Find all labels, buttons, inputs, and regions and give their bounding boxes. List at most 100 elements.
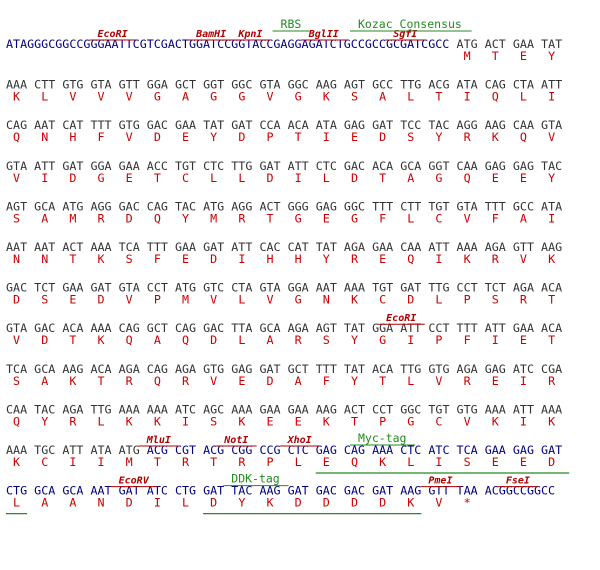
- amino-acid: D: [407, 293, 414, 307]
- amino-acid: N: [323, 293, 330, 307]
- codon: GTG: [62, 78, 83, 92]
- codon: GAA: [175, 240, 196, 254]
- amino-acid: S: [351, 90, 358, 104]
- codon: AGT: [344, 78, 365, 92]
- amino-acid: T: [379, 374, 386, 388]
- amino-acid: I: [464, 90, 471, 104]
- amino-acid: D: [238, 130, 245, 144]
- amino-acid: K: [323, 90, 330, 104]
- amino-acid: V: [464, 211, 471, 225]
- codon: GAG: [316, 443, 337, 457]
- codon: GGT: [428, 159, 449, 173]
- codon: ACA: [541, 321, 562, 335]
- amino-acid: T: [351, 414, 358, 428]
- codon: ATA: [90, 443, 111, 457]
- amino-acid: P: [464, 293, 471, 307]
- codon: GTA: [119, 281, 140, 295]
- codon: AGT: [316, 321, 337, 335]
- codon: CCT: [457, 281, 478, 295]
- amino-acid: D: [266, 374, 273, 388]
- amino-acid: E: [182, 130, 189, 144]
- codon: ATA: [457, 78, 478, 92]
- amino-acid: L: [407, 211, 414, 225]
- amino-acid: K: [548, 414, 555, 428]
- codon: GAA: [62, 281, 83, 295]
- codon: TCA: [119, 240, 140, 254]
- amino-acid: *: [464, 496, 471, 510]
- codon: GTT: [513, 240, 534, 254]
- amino-acid: K: [351, 293, 358, 307]
- amino-acid: T: [435, 90, 442, 104]
- amino-acid: T: [98, 374, 105, 388]
- codon: GAC: [147, 118, 168, 132]
- amino-acid: P: [266, 130, 273, 144]
- codon: GAA: [485, 443, 506, 457]
- codon: GAG: [485, 362, 506, 376]
- codon: TCT: [34, 281, 55, 295]
- codon: AGA: [457, 362, 478, 376]
- amino-acid: Q: [520, 130, 527, 144]
- codon: AAA: [541, 402, 562, 416]
- amino-acid: I: [182, 414, 189, 428]
- amino-acid: S: [13, 211, 20, 225]
- codon: GAA: [119, 159, 140, 173]
- amino-acid: C: [41, 455, 48, 469]
- codon: GTT: [119, 78, 140, 92]
- amino-acid: Y: [182, 211, 189, 225]
- codon: AGA: [288, 321, 309, 335]
- amino-acid: K: [154, 414, 161, 428]
- codon: ACA: [372, 362, 393, 376]
- codon: CAG: [175, 321, 196, 335]
- codon: TAC: [175, 199, 196, 213]
- enzyme-site: NotI: [223, 435, 248, 446]
- amino-acid: D: [379, 130, 386, 144]
- codon: ATA: [316, 118, 337, 132]
- codon: AAT: [6, 240, 27, 254]
- codon: ACC: [147, 159, 168, 173]
- codon: AAA: [147, 402, 168, 416]
- amino-acid: L: [407, 90, 414, 104]
- codon: GGC: [231, 78, 252, 92]
- amino-acid: S: [41, 293, 48, 307]
- amino-acid: Q: [464, 171, 471, 185]
- codon: TAT: [203, 118, 224, 132]
- codon: GCT: [175, 78, 196, 92]
- amino-acid: G: [351, 211, 358, 225]
- codon: TTT: [147, 240, 168, 254]
- amino-acid: I: [238, 252, 245, 266]
- codon: GCC: [372, 78, 393, 92]
- enzyme-site: EcoRI: [386, 313, 416, 324]
- amino-acid: F: [154, 252, 161, 266]
- codon: AAG: [316, 78, 337, 92]
- enzyme-site: EcoRV: [119, 476, 150, 487]
- amino-acid: K: [407, 496, 414, 510]
- codon: GCT: [147, 321, 168, 335]
- enzyme-site: BglII: [308, 29, 339, 40]
- amino-acid: G: [295, 211, 302, 225]
- amino-acid: A: [379, 90, 386, 104]
- amino-acid: T: [295, 130, 302, 144]
- codon: AAA: [119, 402, 140, 416]
- codon: CTG: [175, 484, 196, 498]
- amino-acid: M: [464, 49, 471, 63]
- codon: AGA: [62, 402, 83, 416]
- amino-acid: K: [379, 455, 386, 469]
- amino-acid: L: [98, 414, 105, 428]
- amino-acid: I: [295, 171, 302, 185]
- codon: CGA: [541, 362, 562, 376]
- codon: TTT: [485, 199, 506, 213]
- codon: CTA: [513, 78, 534, 92]
- amino-acid: T: [379, 171, 386, 185]
- amino-acid: E: [323, 211, 330, 225]
- amino-acid: G: [154, 90, 161, 104]
- amino-acid: L: [238, 333, 245, 347]
- amino-acid: S: [464, 455, 471, 469]
- amino-acid: V: [435, 374, 442, 388]
- enzyme-site: EcoRI: [98, 29, 128, 40]
- codon: AGA: [344, 240, 365, 254]
- codon: GGA: [90, 159, 111, 173]
- vector-sequence: ATAGGGCGGCCGGGAATTCGTCGACTGGATCCGGTACCGA…: [6, 37, 449, 51]
- amino-acid: F: [492, 211, 499, 225]
- amino-acid: V: [464, 414, 471, 428]
- codon: AAA: [90, 321, 111, 335]
